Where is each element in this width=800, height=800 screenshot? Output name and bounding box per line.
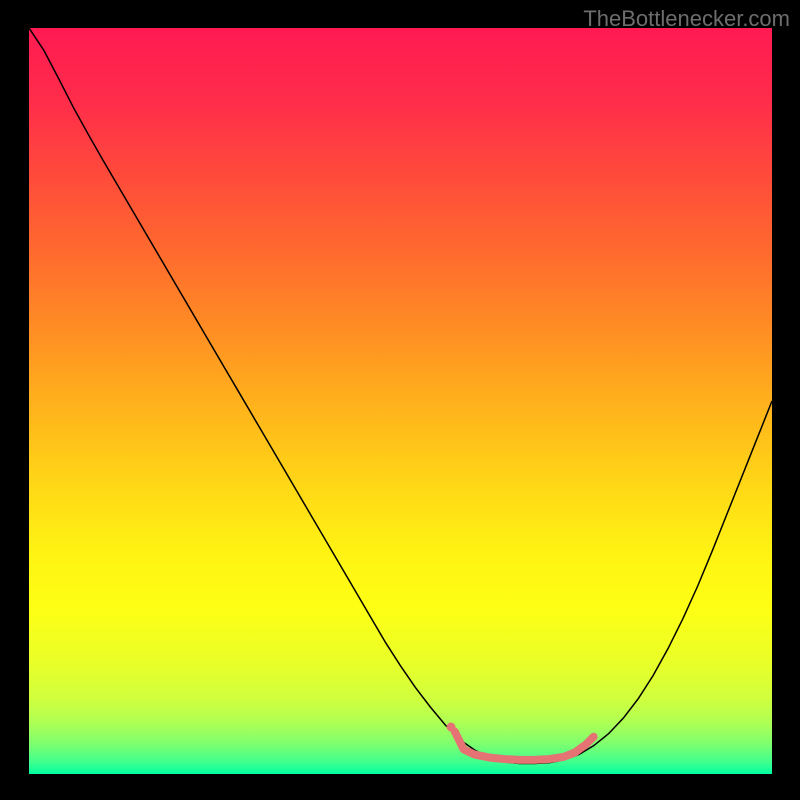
chart-curve-layer [29, 28, 772, 774]
bottleneck-curve [29, 28, 772, 764]
watermark-text: TheBottlenecker.com [583, 6, 790, 32]
marker-trace [455, 731, 594, 759]
chart-plot-area [29, 28, 772, 774]
